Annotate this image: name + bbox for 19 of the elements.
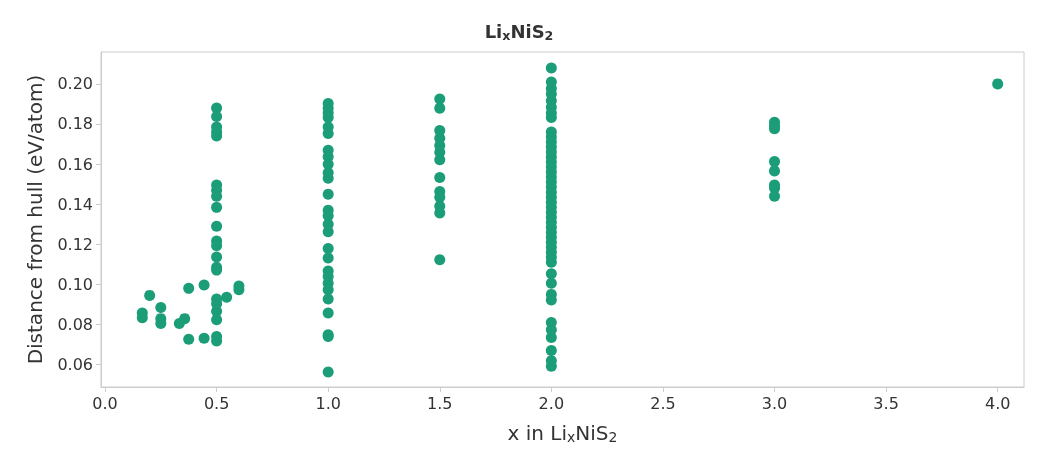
x-tick-label: 3.0	[761, 393, 788, 413]
y-tick-label: 0.20	[57, 74, 93, 94]
y-axis-title: Distance from hull (eV/atom)	[23, 74, 47, 365]
y-tick-label: 0.10	[57, 274, 93, 294]
x-tick-label: 1.0	[315, 393, 341, 413]
x-tick-label: 0.0	[92, 393, 118, 413]
y-tick-label: 0.16	[57, 154, 93, 174]
y-tick-label: 0.18	[57, 114, 93, 134]
x-tick-label: 2.0	[538, 393, 565, 413]
y-tick-label: 0.08	[57, 314, 93, 334]
x-tick-label: 3.5	[873, 393, 899, 413]
x-tick-label: 2.5	[650, 393, 676, 413]
y-tick-label: 0.06	[57, 355, 93, 375]
x-axis-title: x in LixNiS2	[507, 420, 618, 445]
x-tick-label: 0.5	[203, 393, 230, 413]
x-tick-label: 1.5	[427, 393, 453, 413]
x-tick-label: 4.0	[984, 393, 1011, 413]
y-tick-label: 0.12	[57, 234, 93, 254]
y-tick-label: 0.14	[57, 194, 93, 214]
